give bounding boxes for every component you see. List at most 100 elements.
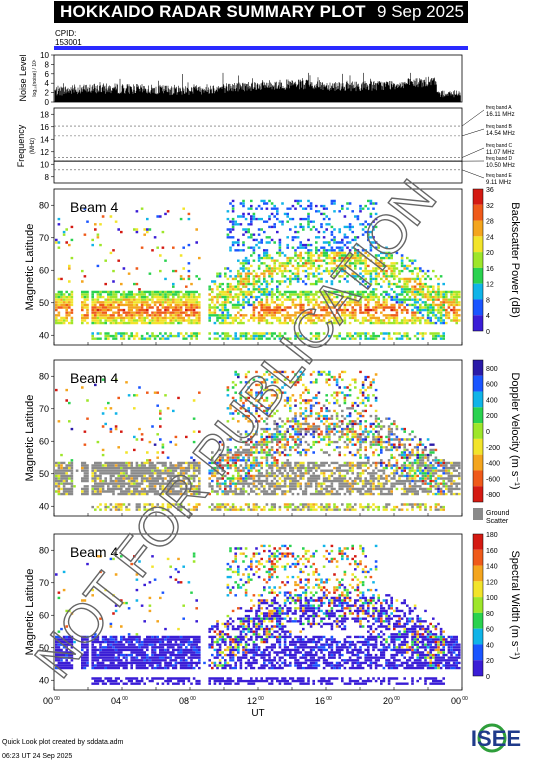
colorbar-tick-label: -800 <box>486 492 500 499</box>
ground-scatter-swatch <box>473 508 483 520</box>
data-cells <box>109 370 445 493</box>
colorbar-tick-label: 160 <box>486 548 498 555</box>
freq-band-leader <box>461 109 485 127</box>
freq-band-leader <box>461 147 485 158</box>
time-tick-label: 16 <box>315 696 325 706</box>
radar-panel-1 <box>51 188 484 346</box>
noise-tick-label: 2 <box>45 89 50 98</box>
data-cells <box>55 404 461 511</box>
colorbar-tick-label: -400 <box>486 461 500 468</box>
freq-band-leader <box>461 128 485 137</box>
time-tick-sup: 00 <box>462 696 468 702</box>
lat-tick-label: 50 <box>39 298 49 308</box>
colorbar-segment <box>473 299 483 316</box>
freq-ylabel-sub: (MHz) <box>30 138 36 154</box>
colorbar-tick-label: 4 <box>486 313 490 320</box>
data-cells <box>55 223 461 322</box>
colorbar-segment <box>473 189 483 205</box>
lat-tick-label: 60 <box>39 436 49 446</box>
colorbar-label: Spectral Width (m s⁻¹) <box>509 550 521 659</box>
colorbar-tick-label: 120 <box>486 579 498 586</box>
colorbar-tick-label: 20 <box>486 658 494 665</box>
colorbar-segment <box>473 581 483 598</box>
time-tick-sup: 00 <box>258 696 264 702</box>
noise-tick-label: 4 <box>45 79 50 88</box>
noise-tick-label: 10 <box>40 51 49 60</box>
colorbar-tick-label: 0 <box>486 674 490 681</box>
lat-tick-label: 80 <box>39 200 49 210</box>
isee-logo: ISEE <box>471 723 521 753</box>
data-cells <box>65 547 446 665</box>
colorbar-frame <box>472 359 484 503</box>
freq-band-leader <box>461 169 485 179</box>
colorbar-tick-label: 100 <box>486 595 498 602</box>
header-bar: HOKKAIDO RADAR SUMMARY PLOT 9 Sep 2025 <box>54 1 468 23</box>
colorbar-label: Doppler Velocity (m s⁻¹) <box>509 372 521 489</box>
data-cells <box>55 370 461 511</box>
cpid-label: CPID: <box>55 29 77 38</box>
time-tick-label: 08 <box>179 696 189 706</box>
footer-timestamp: 06:23 UT 24 Sep 2025 <box>2 753 73 760</box>
freq-band-label: freq band B <box>486 124 513 130</box>
radar-panel-3 <box>51 533 484 691</box>
colorbar-label: Backscatter Power (dB) <box>509 202 521 318</box>
colorbar-segment <box>473 252 483 268</box>
colorbar-tick-label: 24 <box>486 234 494 241</box>
colorbar-frame <box>472 533 484 677</box>
lat-tick-label: 50 <box>39 469 49 479</box>
colorbar-tick-label: 32 <box>486 203 494 210</box>
data-cells <box>55 207 461 340</box>
freq-tick-label: 8 <box>45 173 50 182</box>
colorbar-tick-label: -600 <box>486 476 500 483</box>
colorbar-segment <box>473 236 483 253</box>
freq-band-label: freq band E <box>486 173 513 179</box>
colorbar-segment <box>473 204 483 221</box>
freq-tick-label: 18 <box>40 110 49 119</box>
time-tick-sup: 00 <box>326 696 332 702</box>
footer-credit: Quick Look plot created by sddata.adm <box>2 739 124 746</box>
colorbar-segment <box>473 486 483 502</box>
colorbar-segment <box>473 549 483 566</box>
lat-tick-label: 40 <box>39 330 49 340</box>
time-tick-label: 20 <box>383 696 393 706</box>
colorbar-tick-label: 180 <box>486 532 498 539</box>
freq-band-value: 14.54 MHz <box>486 131 515 137</box>
colorbar-tick-label: 8 <box>486 297 490 304</box>
colorbar-segment <box>473 660 483 676</box>
time-tick-sup: 00 <box>190 696 196 702</box>
colorbar-segment <box>473 534 483 550</box>
noise-tick-label: 0 <box>45 98 50 107</box>
radar-panel-2 <box>51 359 484 520</box>
freq-band-label: freq band A <box>486 105 512 111</box>
cpid-block: CPID: 153001 <box>55 29 82 47</box>
colorbar-tick-label: 80 <box>486 611 494 618</box>
freq-tick-label: 12 <box>40 148 49 157</box>
colorbar-segment <box>473 612 483 629</box>
colorbar-tick-label: 400 <box>486 397 498 404</box>
ground-scatter-label: Scatter <box>486 518 509 525</box>
colorbar-segment <box>473 267 483 284</box>
freq-band-value: 16.11 MHz <box>486 112 515 118</box>
colorbar-tick-label: 60 <box>486 627 494 634</box>
colorbar-tick-label: 20 <box>486 250 494 257</box>
x-axis-label: UT <box>251 708 264 719</box>
freq-ylabel: Frequency <box>16 124 26 167</box>
ground-scatter-label: Ground <box>486 510 509 517</box>
colorbar-segment <box>473 391 483 408</box>
colorbar-segment <box>473 315 483 331</box>
time-tick-sup: 00 <box>394 696 400 702</box>
freq-band-value: 9.11 MHz <box>486 180 511 186</box>
colorbar-segment <box>473 283 483 300</box>
time-tick-label: 04 <box>111 696 121 706</box>
colorbar-tick-label: 200 <box>486 413 498 420</box>
colorbar-tick-label: 0 <box>486 329 490 336</box>
freq-tick-label: 10 <box>40 160 49 169</box>
freq-tick-label: 16 <box>40 123 49 132</box>
freq-tick-label: 14 <box>40 135 49 144</box>
freq-band-value: 10.50 MHz <box>486 163 515 169</box>
colorbar-tick-label: 800 <box>486 366 498 373</box>
time-tick-sup: 00 <box>122 696 128 702</box>
beam-label: Beam 4 <box>70 544 118 560</box>
lat-tick-label: 40 <box>39 501 49 511</box>
